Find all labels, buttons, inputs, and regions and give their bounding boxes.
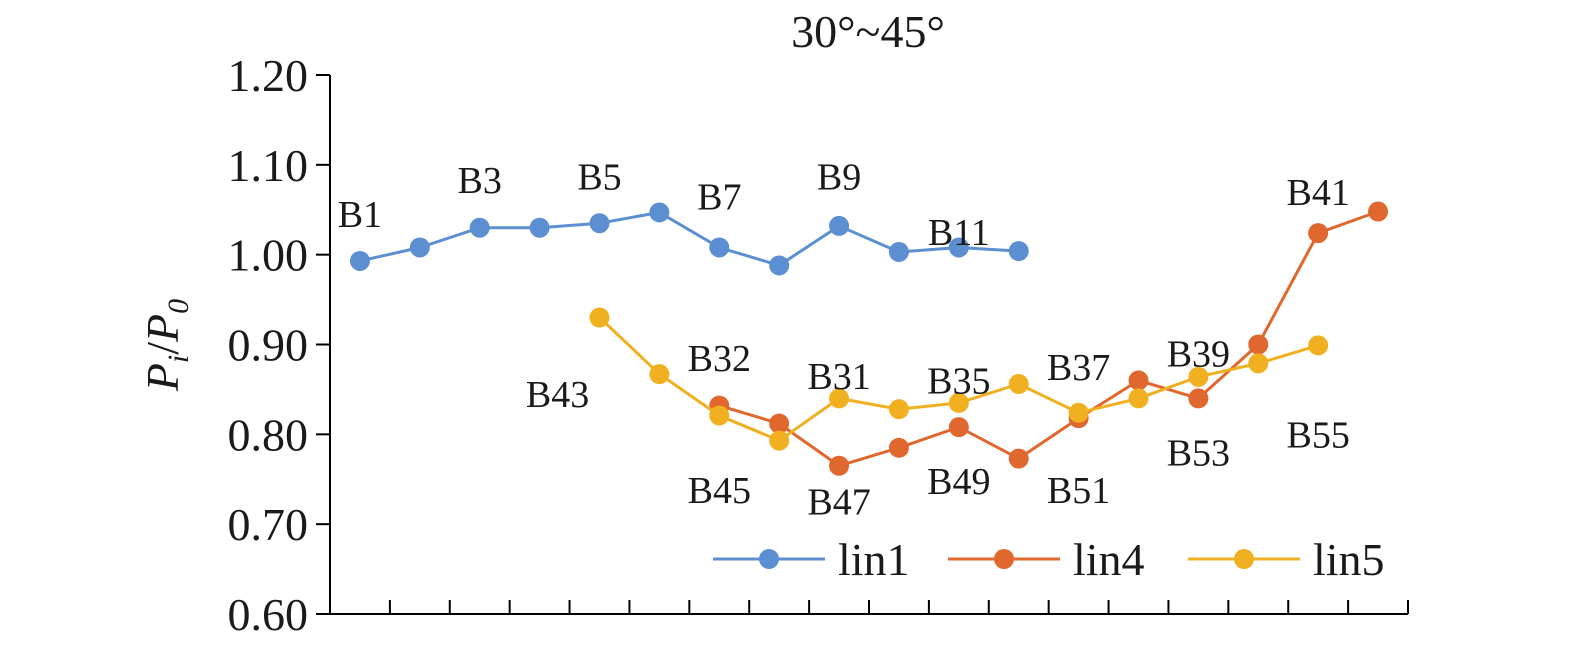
legend: lin1 lin4 lin5 [713, 534, 1385, 585]
legend-marker [994, 549, 1014, 569]
point-label: B45 [688, 470, 751, 512]
chart-title: 30°~45° [791, 6, 945, 57]
data-point-lin1 [469, 217, 490, 238]
data-point-lin4 [769, 413, 790, 434]
data-point-lin1 [649, 202, 670, 223]
data-point-lin5 [888, 399, 909, 420]
y-tick-label: 1.10 [228, 140, 309, 191]
data-point-lin1 [589, 213, 610, 234]
legend-marker [759, 549, 779, 569]
data-point-lin5 [649, 364, 670, 385]
data-point-lin5 [1248, 353, 1269, 374]
y-axis-ticks: 0.60 0.70 0.80 0.90 1.00 1.10 1.20 [228, 50, 330, 640]
data-point-lin5 [1008, 374, 1029, 395]
point-label: B32 [688, 338, 751, 380]
data-point-lin5 [829, 388, 850, 409]
point-label: B3 [458, 160, 502, 202]
legend-item-lin4: lin4 [948, 534, 1145, 585]
point-label: B41 [1286, 172, 1349, 214]
data-point-lin1 [769, 255, 790, 276]
data-point-lin5 [948, 392, 969, 413]
point-label: B7 [697, 176, 741, 218]
y-tick-label: 0.60 [228, 589, 309, 640]
legend-label: lin5 [1313, 534, 1385, 585]
y-tick-label: 1.20 [228, 50, 309, 101]
point-label: B35 [927, 360, 990, 402]
series-layer [349, 201, 1389, 476]
y-axis-label: Pi/P0 [137, 299, 195, 392]
legend-label: lin1 [838, 534, 910, 585]
data-point-lin5 [769, 430, 790, 451]
data-point-lin4 [1008, 448, 1029, 469]
point-label: B43 [526, 374, 589, 416]
data-point-lin4 [829, 455, 850, 476]
series-lin1 [349, 202, 1029, 276]
legend-item-lin5: lin5 [1188, 534, 1385, 585]
x-axis-ticks [329, 600, 1409, 614]
point-label: B39 [1167, 333, 1230, 375]
y-tick-label: 0.90 [228, 320, 309, 371]
data-point-lin4 [1308, 223, 1329, 244]
y-tick-label: 0.70 [228, 499, 309, 550]
data-point-lin5 [1128, 388, 1149, 409]
point-label: B37 [1047, 347, 1110, 389]
series-line-lin4 [718, 210, 1379, 468]
point-label: B5 [577, 157, 621, 199]
data-point-lin4 [1368, 201, 1389, 222]
legend-item-lin1: lin1 [713, 534, 910, 585]
point-label: B49 [927, 461, 990, 503]
data-point-lin5 [709, 405, 730, 426]
point-label: B11 [928, 212, 990, 254]
data-point-lin1 [888, 241, 909, 262]
point-label: B31 [807, 356, 870, 398]
legend-marker [1234, 549, 1254, 569]
y-tick-label: 0.80 [228, 409, 309, 460]
data-point-lin4 [888, 437, 909, 458]
data-point-lin4 [1128, 370, 1149, 391]
data-point-lin1 [948, 237, 969, 258]
data-point-lin1 [349, 250, 370, 271]
data-point-lin1 [409, 237, 430, 258]
point-label: B51 [1047, 470, 1110, 512]
point-label: B53 [1167, 432, 1230, 474]
point-label: B1 [338, 194, 382, 236]
data-point-lin1 [709, 237, 730, 258]
data-point-lin5 [1068, 402, 1089, 423]
data-point-lin4 [1188, 388, 1209, 409]
series-line-lin1 [359, 210, 1019, 268]
data-point-lin4 [948, 417, 969, 438]
point-labels: B1 B3 B5 B7 B9 B11 B41 B43 B32 B31 B35 B37 B39 B45 B47… [338, 157, 1350, 524]
data-point-lin5 [589, 307, 610, 328]
y-tick-label: 1.00 [228, 230, 309, 281]
data-point-lin1 [829, 215, 850, 236]
series-lin5 [589, 307, 1329, 451]
point-label: B9 [817, 157, 861, 199]
data-point-lin1 [1008, 241, 1029, 262]
point-label: B47 [807, 482, 870, 524]
data-point-lin5 [1308, 335, 1329, 356]
legend-label: lin4 [1073, 534, 1145, 585]
data-point-lin4 [1248, 334, 1269, 355]
data-point-lin1 [529, 217, 550, 238]
point-label: B55 [1286, 414, 1349, 456]
data-point-lin5 [1188, 366, 1209, 387]
